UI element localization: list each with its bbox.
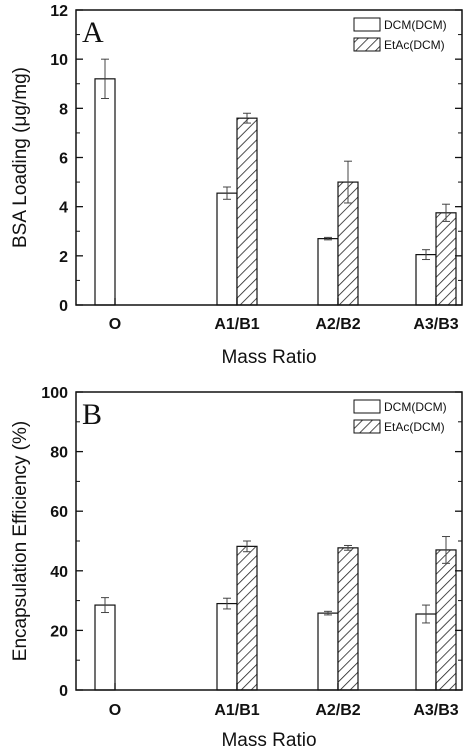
bar-open-3 xyxy=(415,254,437,306)
x-tick-label: O xyxy=(109,316,121,333)
x-tick-label: A3/B3 xyxy=(413,702,458,719)
bar-open-2 xyxy=(317,612,339,691)
error-bar-1-2 xyxy=(344,160,352,204)
plot-frame xyxy=(75,9,463,306)
error-bar-1-2 xyxy=(344,544,352,551)
error-bar-0-1 xyxy=(223,597,231,610)
legend-swatch xyxy=(353,17,381,32)
x-tick-label: A1/B1 xyxy=(214,702,259,719)
x-tick-label: A2/B2 xyxy=(315,702,360,719)
error-bar-0-3 xyxy=(422,249,430,261)
plot-frame xyxy=(75,391,463,691)
x-axis-title: Mass Ratio xyxy=(221,730,316,748)
bar-open-0 xyxy=(94,78,116,306)
y-tick-label: 2 xyxy=(59,249,68,266)
chart-panel-b: 0 20 40 60 80 100 O A1/B1 A2/B2 A3/B3 Mass Ratio En… xyxy=(10,385,463,748)
y-axis-title: Encapsulation Efficiency (%) xyxy=(10,421,31,661)
y-tick-label: 12 xyxy=(50,3,68,20)
bar-open-0 xyxy=(94,604,116,691)
legend-label: EtAc(DCM) xyxy=(384,420,445,434)
error-bar-0-0 xyxy=(101,58,109,99)
y-tick-label: 4 xyxy=(59,200,68,217)
y-tick-label: 10 xyxy=(50,52,68,69)
x-tick-label: O xyxy=(109,702,121,719)
x-tick-label: A3/B3 xyxy=(413,316,458,333)
error-bar-1-3 xyxy=(442,203,450,222)
panel-letter: B xyxy=(82,398,102,431)
chart-panel-a: 0 2 4 6 8 10 12 O A1/B1 A2/B2 A3/B3 Mass Ratio BSA L… xyxy=(10,3,463,368)
error-bar-1-3 xyxy=(442,536,450,564)
error-bar-0-1 xyxy=(223,186,231,200)
legend-swatch xyxy=(353,37,381,52)
y-tick-label: 80 xyxy=(50,445,68,462)
y-tick-label: 60 xyxy=(50,504,68,521)
error-bar-0-2 xyxy=(324,236,332,241)
bar-hatched-1 xyxy=(236,545,258,691)
bar-open-1 xyxy=(216,602,238,691)
y-tick-label: 8 xyxy=(59,101,68,118)
error-bar-1-1 xyxy=(243,112,251,124)
bar-hatched-3 xyxy=(435,549,457,691)
x-tick-label: A1/B1 xyxy=(214,316,259,333)
bar-open-2 xyxy=(317,238,339,306)
bar-open-3 xyxy=(415,613,437,691)
y-tick-label: 40 xyxy=(50,564,68,581)
x-axis-title: Mass Ratio xyxy=(221,347,316,368)
legend-label: EtAc(DCM) xyxy=(384,38,445,52)
x-tick-label: A2/B2 xyxy=(315,316,360,333)
legend-label: DCM(DCM) xyxy=(384,400,447,414)
bar-hatched-1 xyxy=(236,117,258,306)
error-bar-0-0 xyxy=(101,597,109,614)
y-tick-label: 0 xyxy=(59,298,68,315)
bar-open-1 xyxy=(216,192,238,306)
panel-letter: A xyxy=(82,16,104,49)
bar-hatched-3 xyxy=(435,212,457,306)
y-tick-label: 0 xyxy=(59,683,68,700)
legend-label: DCM(DCM) xyxy=(384,18,447,32)
bar-hatched-2 xyxy=(337,547,359,691)
legend-swatch xyxy=(353,399,381,414)
error-bar-0-2 xyxy=(324,610,332,616)
error-bar-1-1 xyxy=(243,540,251,553)
y-tick-label: 20 xyxy=(50,623,68,640)
y-axis-title: BSA Loading (μg/mg) xyxy=(10,67,31,248)
y-tick-label: 100 xyxy=(41,385,68,402)
y-tick-label: 6 xyxy=(59,151,68,168)
error-bar-0-3 xyxy=(422,604,430,624)
legend-swatch xyxy=(353,419,381,434)
